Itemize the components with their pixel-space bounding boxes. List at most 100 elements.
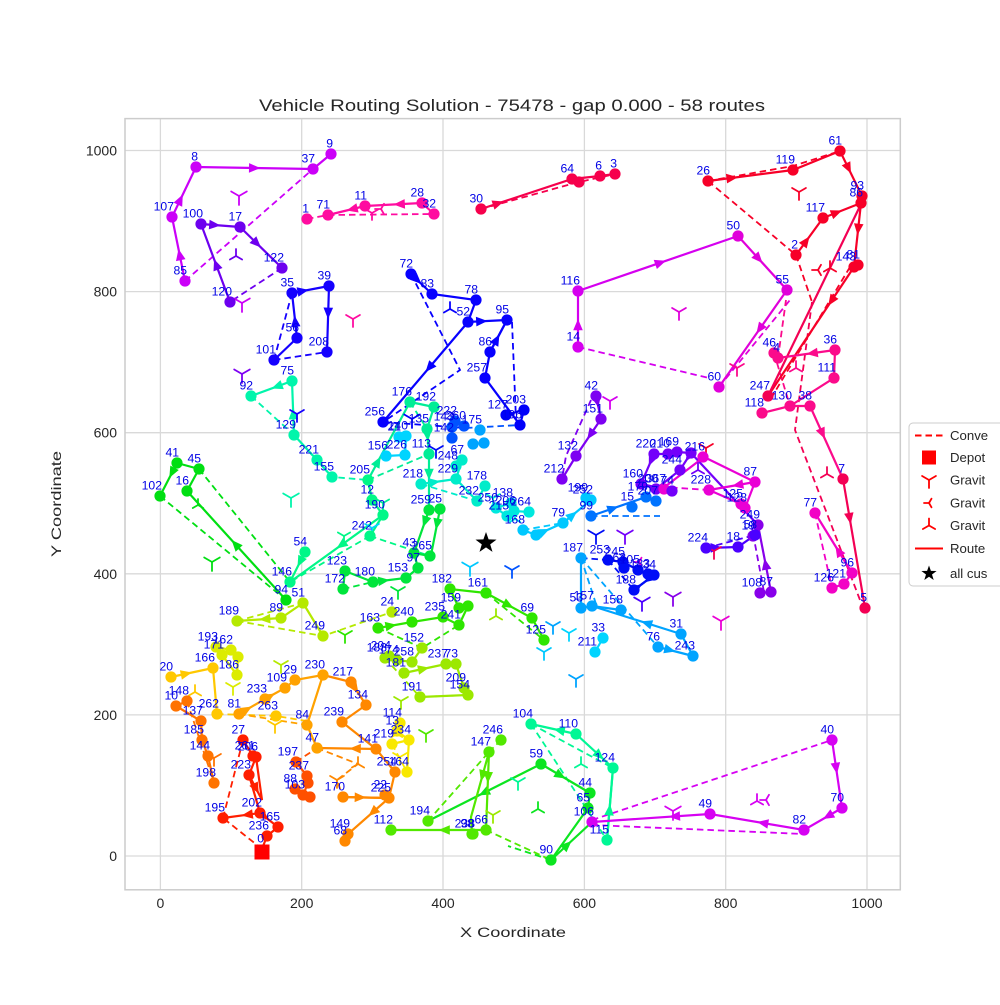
svg-text:Depot: Depot	[950, 450, 986, 465]
svg-text:119: 119	[776, 153, 796, 167]
svg-text:221: 221	[299, 443, 320, 457]
svg-text:242: 242	[352, 519, 373, 533]
svg-text:800: 800	[714, 895, 738, 911]
svg-text:15: 15	[620, 490, 634, 504]
svg-text:1: 1	[302, 202, 309, 216]
svg-text:12: 12	[360, 483, 374, 497]
svg-text:171: 171	[204, 638, 225, 652]
svg-text:117: 117	[806, 201, 826, 215]
svg-text:56: 56	[285, 321, 299, 335]
svg-text:92: 92	[239, 379, 253, 393]
svg-text:127: 127	[488, 398, 509, 412]
svg-text:199: 199	[568, 481, 589, 495]
svg-text:600: 600	[94, 425, 118, 441]
svg-text:45: 45	[187, 452, 201, 466]
svg-text:71: 71	[316, 198, 330, 212]
svg-text:110: 110	[559, 717, 579, 731]
svg-text:121: 121	[826, 567, 847, 581]
svg-text:113: 113	[412, 437, 432, 451]
svg-text:54: 54	[293, 535, 307, 549]
svg-text:193: 193	[198, 630, 219, 644]
svg-text:87: 87	[759, 575, 773, 589]
svg-text:111: 111	[817, 361, 836, 375]
svg-text:38: 38	[798, 389, 812, 403]
svg-text:226: 226	[387, 438, 408, 452]
svg-text:222: 222	[437, 404, 458, 418]
svg-text:258: 258	[394, 645, 415, 659]
svg-text:51: 51	[291, 586, 305, 600]
svg-text:155: 155	[314, 460, 335, 474]
svg-text:19: 19	[741, 519, 755, 533]
svg-text:220: 220	[636, 437, 657, 451]
svg-text:206: 206	[496, 494, 517, 508]
svg-text:101: 101	[256, 343, 277, 357]
svg-text:8: 8	[191, 150, 198, 164]
svg-text:245: 245	[605, 545, 626, 559]
svg-text:43: 43	[402, 536, 416, 550]
svg-text:9: 9	[326, 137, 333, 151]
svg-text:39: 39	[317, 269, 331, 283]
svg-text:53: 53	[569, 591, 583, 605]
svg-text:170: 170	[325, 780, 346, 794]
svg-text:69: 69	[520, 601, 534, 615]
svg-text:14: 14	[566, 330, 580, 344]
svg-text:206: 206	[238, 740, 259, 754]
svg-text:172: 172	[325, 572, 346, 586]
svg-text:200: 200	[290, 895, 314, 911]
svg-text:115: 115	[590, 823, 610, 837]
svg-text:1000: 1000	[851, 895, 882, 911]
svg-text:106: 106	[574, 805, 595, 819]
svg-text:X Coordinate: X Coordinate	[460, 924, 566, 940]
svg-text:16: 16	[175, 474, 189, 488]
svg-text:72: 72	[399, 257, 413, 271]
svg-text:66: 66	[474, 813, 488, 827]
svg-text:164: 164	[389, 755, 410, 769]
svg-text:400: 400	[431, 895, 455, 911]
svg-text:Route: Route	[950, 541, 985, 556]
svg-text:198: 198	[196, 766, 217, 780]
svg-text:156: 156	[368, 439, 389, 453]
svg-text:137: 137	[183, 704, 204, 718]
svg-text:128: 128	[727, 491, 748, 505]
svg-text:104: 104	[513, 707, 534, 721]
svg-text:68: 68	[333, 824, 347, 838]
svg-text:161: 161	[468, 576, 489, 590]
svg-text:83: 83	[420, 277, 434, 291]
svg-text:182: 182	[432, 572, 453, 586]
svg-text:151: 151	[583, 402, 604, 416]
svg-text:191: 191	[402, 680, 423, 694]
svg-text:144: 144	[190, 739, 211, 753]
svg-text:205: 205	[350, 463, 371, 477]
svg-text:126: 126	[814, 571, 835, 585]
svg-text:123: 123	[327, 554, 348, 568]
svg-text:37: 37	[301, 152, 315, 166]
svg-text:216: 216	[685, 440, 706, 454]
svg-text:179: 179	[628, 480, 649, 494]
svg-text:93: 93	[850, 179, 864, 193]
svg-text:116: 116	[561, 274, 581, 288]
svg-text:163: 163	[360, 611, 381, 625]
svg-text:219: 219	[374, 727, 395, 741]
svg-text:196: 196	[502, 408, 523, 422]
svg-text:200: 200	[94, 707, 118, 723]
svg-text:81: 81	[846, 248, 860, 262]
svg-text:232: 232	[459, 484, 480, 498]
svg-text:6: 6	[595, 159, 602, 173]
svg-text:76: 76	[646, 630, 660, 644]
svg-text:77: 77	[803, 496, 817, 510]
svg-text:230: 230	[305, 658, 326, 672]
svg-text:30: 30	[469, 192, 483, 206]
svg-text:132: 132	[558, 439, 579, 453]
svg-text:197: 197	[278, 745, 299, 759]
svg-text:63: 63	[612, 551, 626, 565]
svg-text:400: 400	[94, 566, 118, 582]
svg-text:85: 85	[173, 264, 187, 278]
svg-text:264: 264	[511, 495, 532, 509]
svg-text:234: 234	[391, 723, 412, 737]
svg-text:75: 75	[280, 364, 294, 378]
svg-text:152: 152	[404, 631, 425, 645]
svg-text:204: 204	[371, 639, 392, 653]
svg-text:224: 224	[688, 531, 709, 545]
svg-text:130: 130	[772, 389, 793, 403]
svg-text:Gravit: Gravit	[950, 473, 986, 488]
